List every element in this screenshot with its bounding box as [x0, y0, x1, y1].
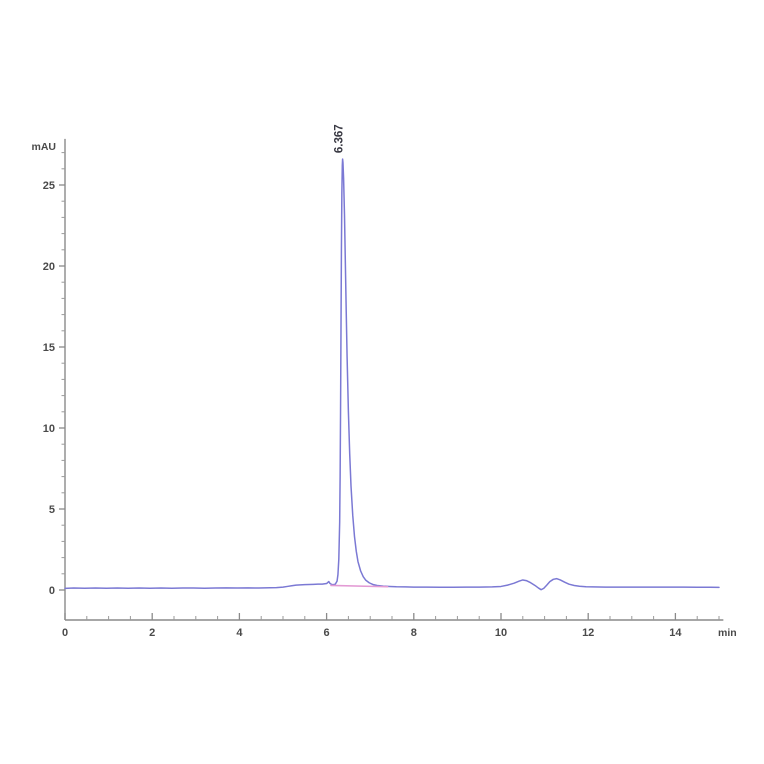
x-axis-unit-label: min: [718, 627, 737, 639]
peak-retention-time-label: 6.367: [334, 124, 346, 153]
y-axis-tick-label: 10: [43, 423, 55, 435]
y-axis: 0 5 10 15 20 25 mAU: [31, 138, 66, 620]
y-axis-tick-label: 20: [43, 261, 55, 273]
x-axis-tick-label: 10: [495, 627, 507, 639]
x-axis-tick-label: 8: [411, 627, 417, 639]
y-axis-tick-label: 0: [49, 585, 55, 597]
annotation-group: 6.367: [334, 124, 346, 153]
x-axis-tick-label: 2: [149, 627, 155, 639]
x-axis: 0 2 4 6 8 10 12 14 min: [62, 613, 737, 639]
y-axis-tick-label: 15: [43, 342, 55, 354]
data-series-group: [64, 158, 720, 591]
uv-trace-line: [64, 158, 720, 591]
integration-baseline-line: [330, 584, 389, 588]
x-axis-tick-label: 4: [236, 627, 243, 639]
x-axis-tick-label: 12: [582, 627, 594, 639]
x-axis-tick-label: 0: [62, 627, 68, 639]
y-axis-tick-label: 25: [43, 180, 55, 192]
y-axis-unit-label: mAU: [31, 141, 56, 153]
y-axis-tick-label: 5: [49, 504, 55, 516]
axes-group: 0 5 10 15 20 25 mAU 0 2 4 6 8 10 12 14 min: [31, 138, 737, 639]
x-axis-tick-label: 14: [669, 627, 682, 639]
x-axis-tick-label: 6: [324, 627, 330, 639]
